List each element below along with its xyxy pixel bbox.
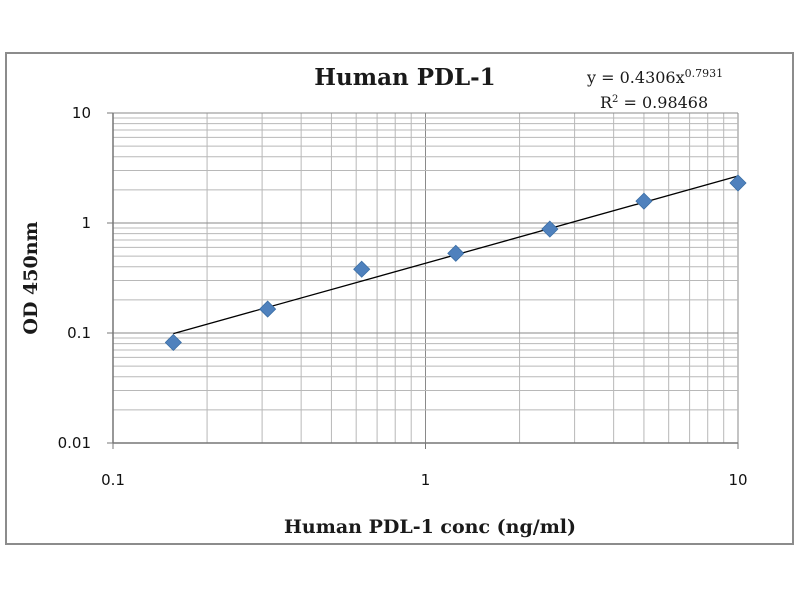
equation-exponent: 0.7931 (685, 67, 724, 80)
data-point-diamond (447, 244, 465, 262)
chart-title: Human PDL-1 (314, 64, 495, 91)
trend-equation: y = 0.4306x0.7931 (586, 67, 723, 87)
r2-value: = 0.98468 (618, 93, 708, 112)
grid (112, 112, 739, 444)
x-axis-label: Human PDL-1 conc (ng/ml) (284, 516, 576, 538)
equation-base: y = 0.4306x (586, 68, 685, 87)
data-point-diamond (353, 260, 371, 278)
y-axis-label: OD 450nm (20, 221, 42, 334)
data-point-diamond (729, 174, 747, 192)
data-point-diamond (635, 192, 653, 210)
x-tick-label: 1 (421, 471, 431, 489)
data-point-diamond (541, 220, 559, 238)
x-tick-label: 0.1 (101, 471, 125, 489)
r2-label: R (600, 93, 613, 112)
r2-superscript: 2 (612, 94, 618, 105)
data-points (164, 174, 747, 352)
tick-labels: 0.1 1 10 10 1 0.1 0.01 (58, 104, 748, 489)
data-point-diamond (259, 300, 277, 318)
y-tick-label: 0.1 (67, 324, 91, 342)
x-tick-label: 10 (728, 471, 747, 489)
y-tick-label: 10 (72, 104, 91, 122)
data-point-diamond (164, 333, 182, 352)
y-tick-label: 1 (81, 214, 91, 232)
r-squared: R2 = 0.98468 (600, 93, 708, 112)
y-tick-label: 0.01 (58, 434, 91, 452)
chart-frame (5, 52, 794, 545)
